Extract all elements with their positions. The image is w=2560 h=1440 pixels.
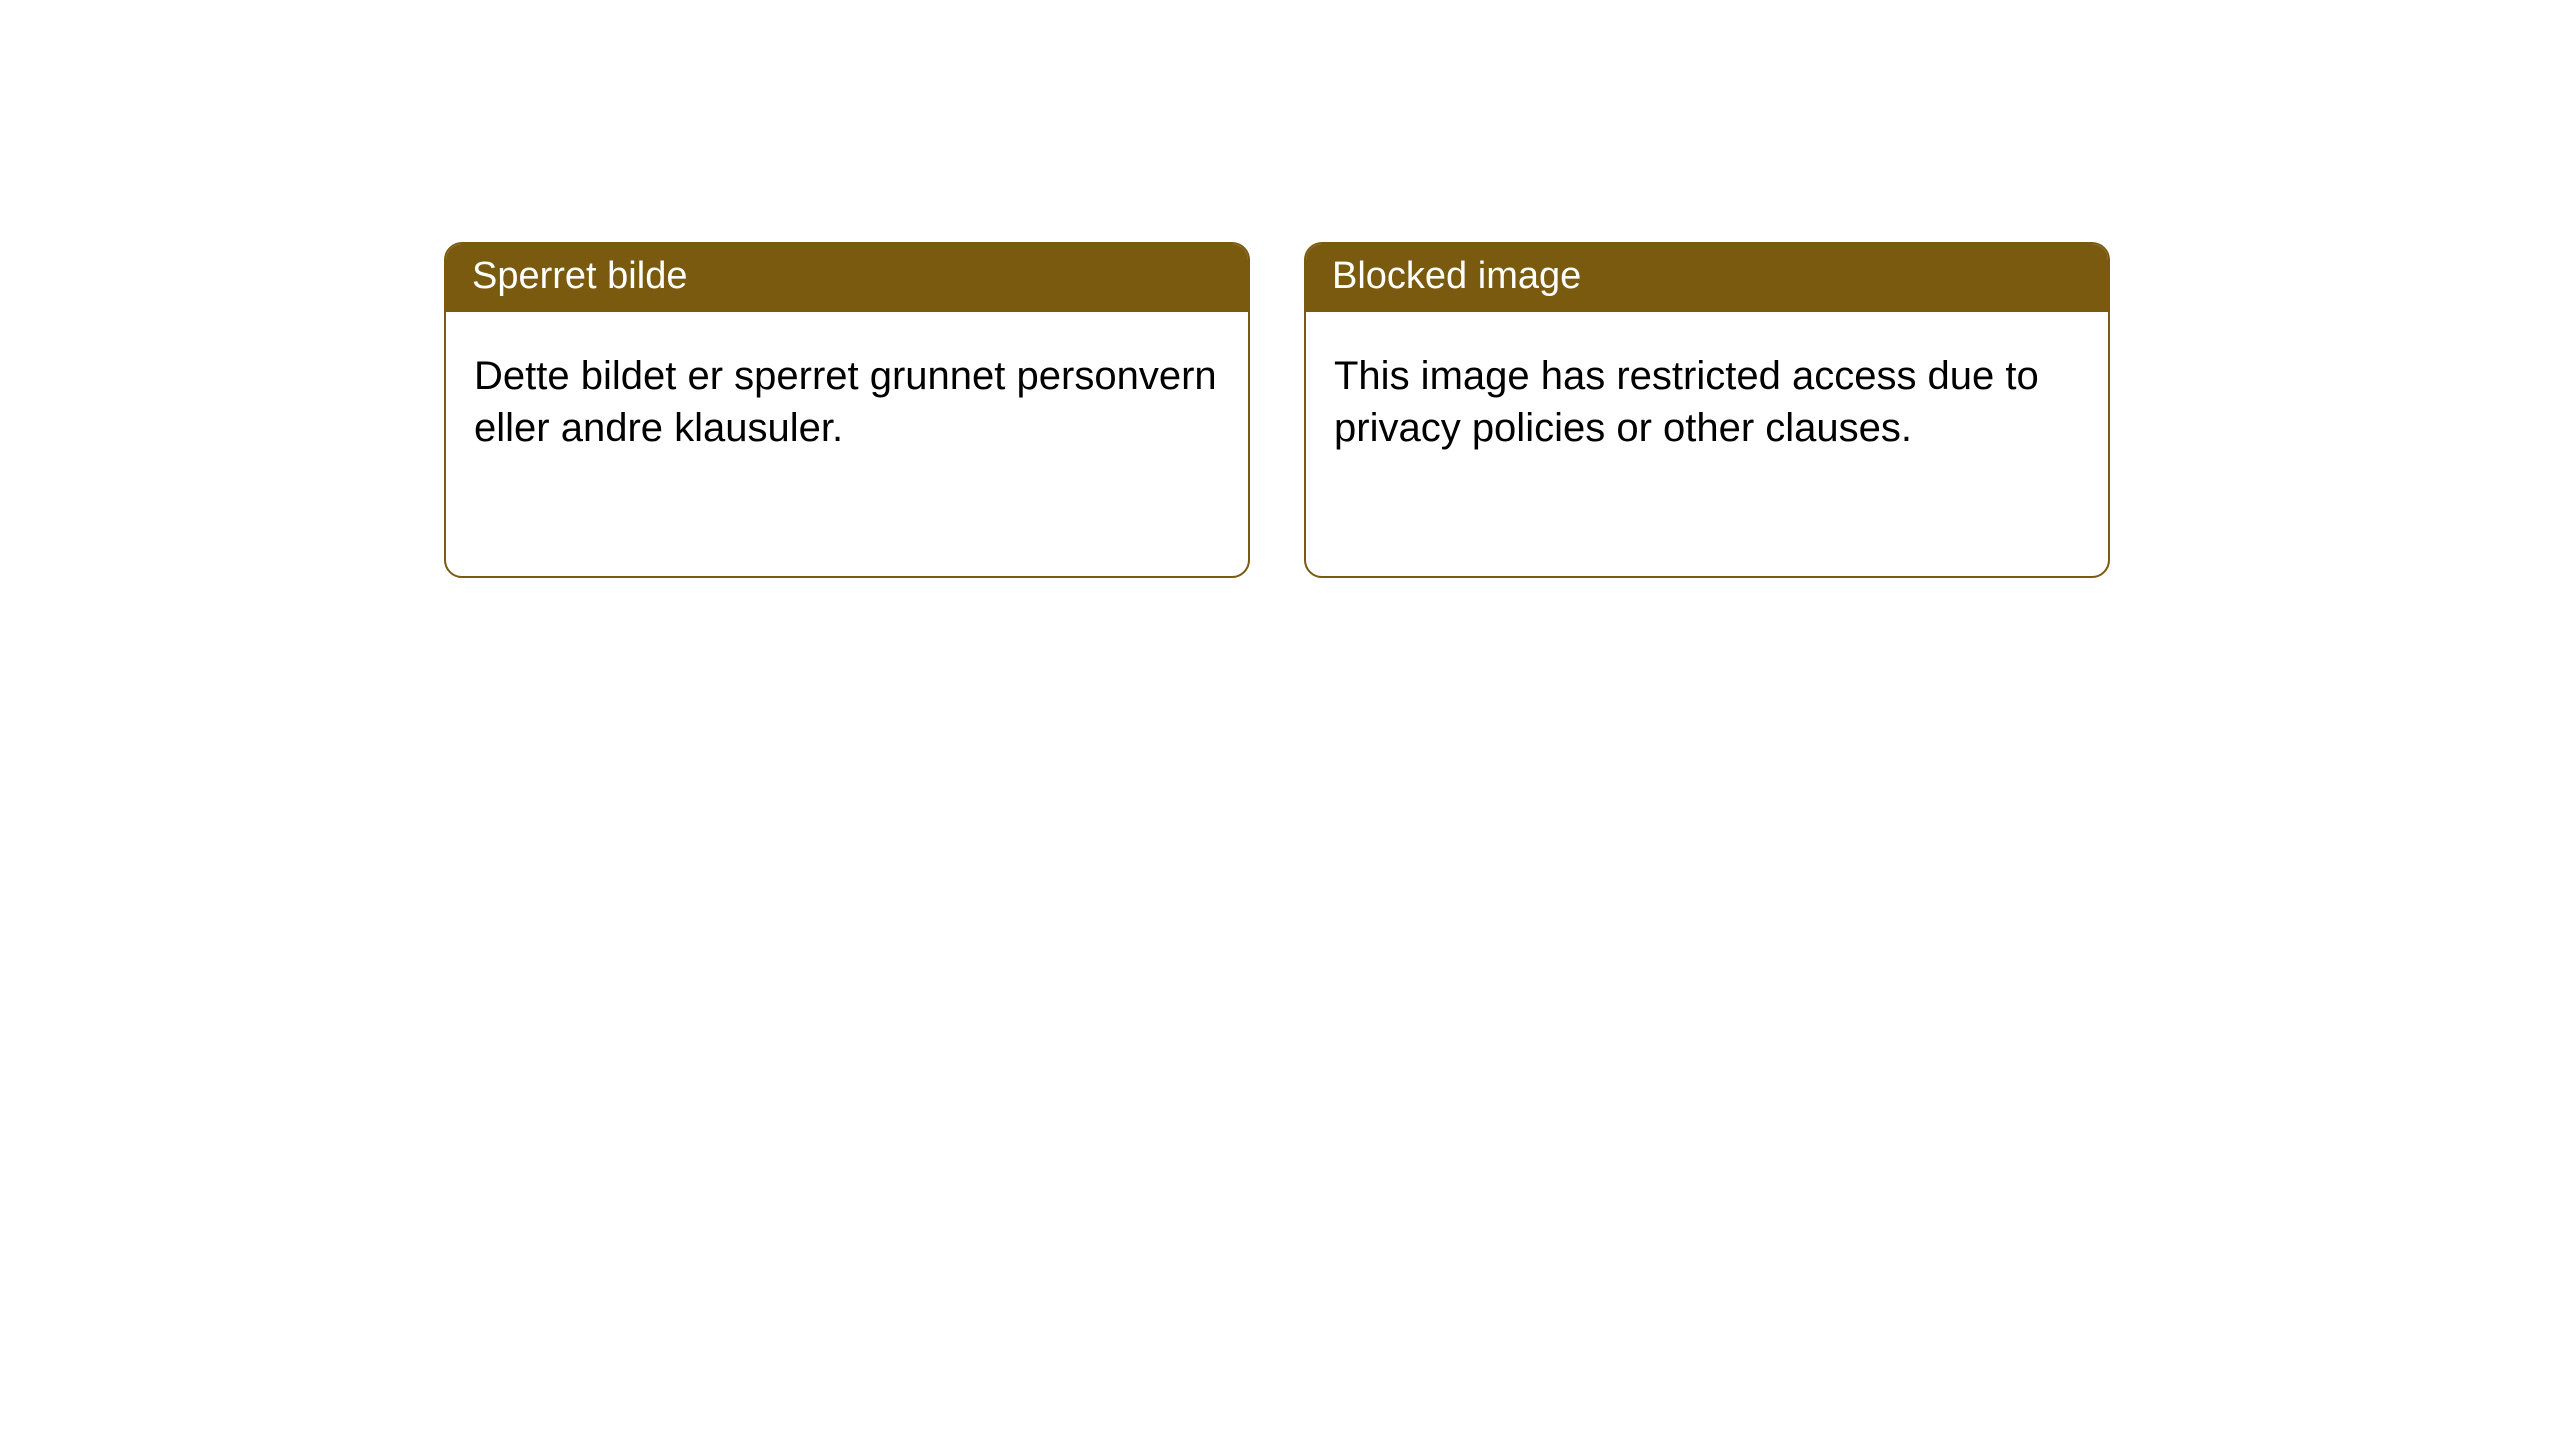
notice-header: Blocked image: [1306, 244, 2108, 312]
notice-body: Dette bildet er sperret grunnet personve…: [446, 312, 1248, 482]
notice-header: Sperret bilde: [446, 244, 1248, 312]
notice-body: This image has restricted access due to …: [1306, 312, 2108, 482]
notice-container: Sperret bilde Dette bildet er sperret gr…: [0, 0, 2560, 578]
notice-card-norwegian: Sperret bilde Dette bildet er sperret gr…: [444, 242, 1250, 578]
notice-card-english: Blocked image This image has restricted …: [1304, 242, 2110, 578]
